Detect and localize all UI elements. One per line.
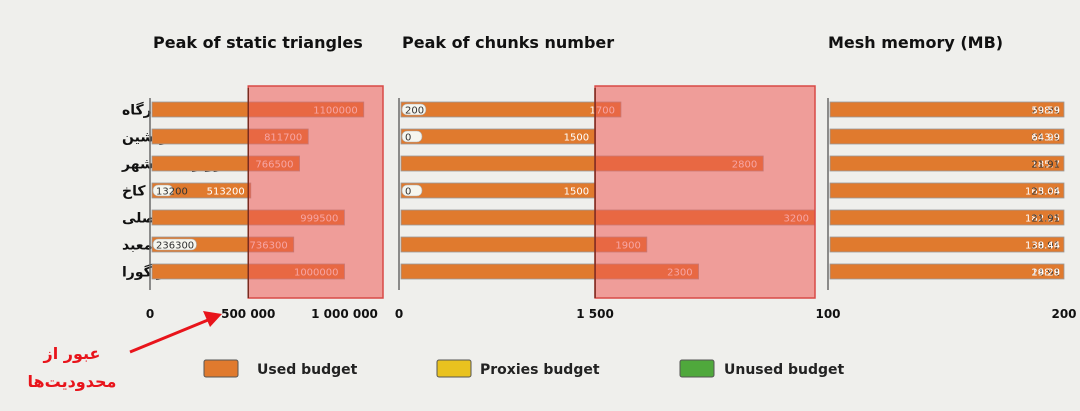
bar-value-label: 163.05 [1025, 187, 1060, 198]
bar-value-label: 113.1 [1031, 133, 1060, 144]
bar-proxies-inner [152, 184, 174, 197]
bar-inner-label: 200 [405, 106, 424, 117]
legend-label-unused: Unused budget [724, 362, 845, 378]
bar-value-label: 21.91 [1031, 241, 1060, 252]
legend-swatch-unused [679, 359, 715, 378]
bar-value-label: 139.65 [1025, 241, 1060, 252]
legend-label-proxies: Proxies budget [480, 362, 600, 378]
bar-proxies-inner [152, 238, 197, 251]
bar-value-label: 29.29 [1031, 268, 1060, 279]
bar-value-label: 1500 [564, 133, 589, 144]
tick-label: 0 [146, 307, 154, 321]
bar-value-label: 182.25 [1025, 214, 1060, 225]
bar-value-label: 38.44 [1031, 241, 1060, 252]
chart-title: Mesh memory (MB) [828, 33, 1003, 52]
bar-value-label: 5.04 [1038, 187, 1060, 198]
bar-used [829, 101, 1065, 118]
legend-swatch-proxies [436, 359, 472, 378]
bar-used [829, 236, 1065, 253]
annotation-arrow-head [203, 311, 222, 327]
legend: Used budget Proxies budget Unused budget [203, 359, 845, 378]
bar-inner-label: 0 [405, 187, 411, 198]
annotation-line-1: عبور از [43, 344, 101, 363]
panel-2: Peak of chunks number1700200150002800150… [395, 33, 816, 321]
bar-used [829, 128, 1065, 145]
legend-label-used: Used budget [257, 362, 358, 378]
bar-used [400, 101, 622, 118]
panel-3: Mesh memory (MB)118.521.9159.59113.121.9… [815, 33, 1076, 321]
bar-value-label: 64.99 [1031, 133, 1060, 144]
bar-value-label: 59.59 [1031, 106, 1060, 117]
bar-value-label: 21.91 [1031, 106, 1060, 117]
bar-used [829, 263, 1065, 280]
bar-inner-label: 0 [405, 133, 411, 144]
bar-value-label: 148.8 [1031, 268, 1060, 279]
bar-value-label: 118.5 [1031, 106, 1060, 117]
annotation-arrow-line [129, 318, 209, 354]
bar-proxies-inner [401, 184, 423, 197]
tick-label: 1 000 000 [311, 307, 378, 321]
highlight-region [247, 85, 384, 299]
tick-label: 500 000 [221, 307, 275, 321]
category-label: کاخ [122, 184, 146, 200]
bar-value-label: 21.91 [1031, 187, 1060, 198]
bar-value-label: 21.91 [1031, 268, 1060, 279]
tick-label: 1 500 [576, 307, 614, 321]
bar-value-label: 513200 [207, 187, 245, 198]
panel-1: Peak of static triangles1100000811700766… [146, 33, 384, 321]
annotation: عبور از محدودیت‌ها [28, 311, 222, 391]
bar-value-label: 1500 [564, 187, 589, 198]
tick-label: 0 [395, 307, 403, 321]
bar-used [829, 155, 1065, 172]
bar-proxies-inner [401, 130, 423, 143]
highlight-region [594, 85, 816, 299]
legend-swatch-used [203, 359, 239, 378]
bar-inner-label: 236300 [156, 241, 194, 252]
bar-value-label: 21.91 [1031, 133, 1060, 144]
chart-title: Peak of chunks number [402, 33, 614, 52]
bar-value-label: 21.91 [1031, 160, 1060, 171]
bar-value-label: 185.7 [1031, 160, 1060, 171]
bar-used [829, 209, 1065, 226]
bar-value-label: 21.91 [1031, 214, 1060, 225]
tick-label: 200 [1051, 307, 1076, 321]
chart-title: Peak of static triangles [153, 33, 363, 52]
bar-used [829, 182, 1065, 199]
bar-proxies-inner [401, 103, 427, 116]
tick-label: 100 [815, 307, 840, 321]
annotation-line-2: محدودیت‌ها [28, 372, 117, 391]
bar-inner-label: 13200 [156, 187, 188, 198]
category-label: معبد [122, 238, 152, 254]
